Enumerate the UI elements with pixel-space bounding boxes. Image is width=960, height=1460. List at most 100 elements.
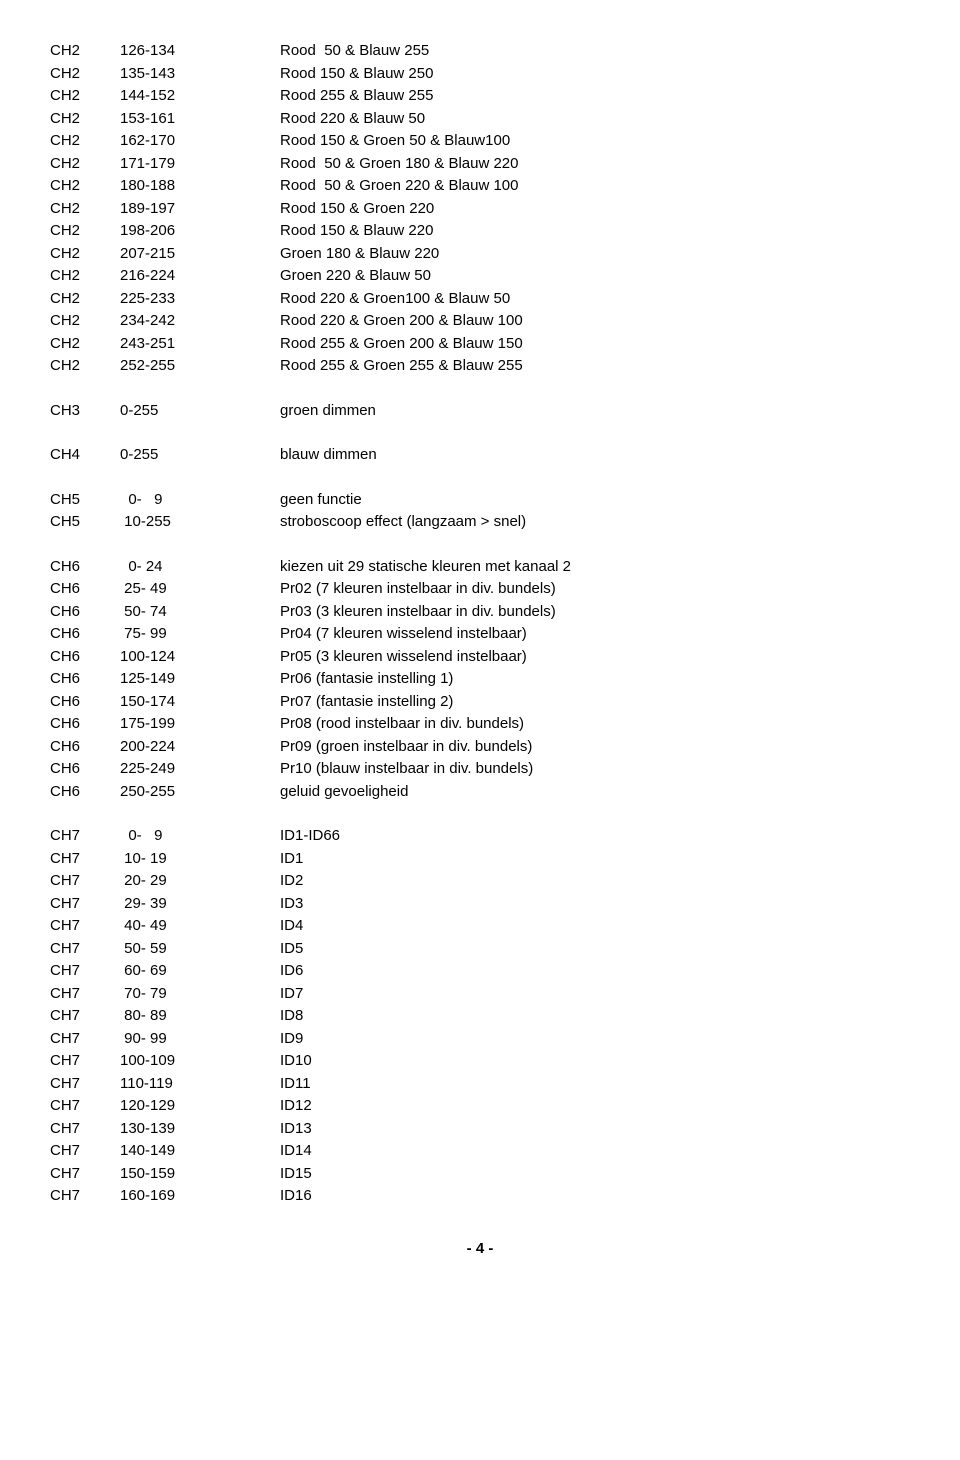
table-row: CH7 50- 59ID5 <box>50 938 910 961</box>
table-row: CH2243-251Rood 255 & Groen 200 & Blauw 1… <box>50 333 910 356</box>
range-cell: 40- 49 <box>120 915 280 938</box>
description-cell: Pr03 (3 kleuren instelbaar in div. bunde… <box>280 601 910 624</box>
description-cell: stroboscoop effect (langzaam > snel) <box>280 511 910 534</box>
table-row: CH2234-242Rood 220 & Groen 200 & Blauw 1… <box>50 310 910 333</box>
table-row: CH6175-199Pr08 (rood instelbaar in div. … <box>50 713 910 736</box>
description-cell: geluid gevoeligheid <box>280 781 910 804</box>
channel-cell: CH2 <box>50 108 120 131</box>
range-cell: 130-139 <box>120 1118 280 1141</box>
channel-cell: CH7 <box>50 960 120 983</box>
range-cell: 140-149 <box>120 1140 280 1163</box>
table-row: CH6 50- 74Pr03 (3 kleuren instelbaar in … <box>50 601 910 624</box>
table-row: CH2216-224Groen 220 & Blauw 50 <box>50 265 910 288</box>
table-row: CH2153-161Rood 220 & Blauw 50 <box>50 108 910 131</box>
table-row: CH7 0- 9ID1-ID66 <box>50 825 910 848</box>
range-cell: 171-179 <box>120 153 280 176</box>
channel-cell: CH2 <box>50 310 120 333</box>
range-cell: 243-251 <box>120 333 280 356</box>
channel-table: CH2126-134Rood 50 & Blauw 255CH2135-143R… <box>50 40 910 1208</box>
channel-group: CH30-255groen dimmen <box>50 400 910 423</box>
description-cell: groen dimmen <box>280 400 910 423</box>
page-number: - 4 - <box>50 1238 910 1261</box>
description-cell: ID15 <box>280 1163 910 1186</box>
description-cell: ID9 <box>280 1028 910 1051</box>
table-row: CH6150-174Pr07 (fantasie instelling 2) <box>50 691 910 714</box>
channel-cell: CH7 <box>50 1073 120 1096</box>
table-row: CH7160-169ID16 <box>50 1185 910 1208</box>
range-cell: 252-255 <box>120 355 280 378</box>
range-cell: 250-255 <box>120 781 280 804</box>
range-cell: 50- 59 <box>120 938 280 961</box>
channel-cell: CH6 <box>50 736 120 759</box>
description-cell: Pr07 (fantasie instelling 2) <box>280 691 910 714</box>
table-row: CH2252-255Rood 255 & Groen 255 & Blauw 2… <box>50 355 910 378</box>
range-cell: 0- 24 <box>120 556 280 579</box>
channel-cell: CH7 <box>50 938 120 961</box>
description-cell: ID12 <box>280 1095 910 1118</box>
channel-cell: CH6 <box>50 646 120 669</box>
table-row: CH6 25- 49Pr02 (7 kleuren instelbaar in … <box>50 578 910 601</box>
channel-cell: CH2 <box>50 198 120 221</box>
channel-cell: CH2 <box>50 153 120 176</box>
channel-cell: CH4 <box>50 444 120 467</box>
range-cell: 153-161 <box>120 108 280 131</box>
table-row: CH2189-197Rood 150 & Groen 220 <box>50 198 910 221</box>
channel-cell: CH6 <box>50 623 120 646</box>
table-row: CH2135-143Rood 150 & Blauw 250 <box>50 63 910 86</box>
table-row: CH2207-215Groen 180 & Blauw 220 <box>50 243 910 266</box>
description-cell: Pr05 (3 kleuren wisselend instelbaar) <box>280 646 910 669</box>
channel-cell: CH2 <box>50 130 120 153</box>
description-cell: ID1 <box>280 848 910 871</box>
range-cell: 70- 79 <box>120 983 280 1006</box>
range-cell: 0- 9 <box>120 825 280 848</box>
range-cell: 0-255 <box>120 444 280 467</box>
channel-cell: CH7 <box>50 825 120 848</box>
channel-cell: CH5 <box>50 511 120 534</box>
table-row: CH2198-206Rood 150 & Blauw 220 <box>50 220 910 243</box>
channel-cell: CH6 <box>50 668 120 691</box>
channel-cell: CH7 <box>50 1050 120 1073</box>
table-row: CH7 29- 39ID3 <box>50 893 910 916</box>
channel-cell: CH2 <box>50 220 120 243</box>
description-cell: Pr10 (blauw instelbaar in div. bundels) <box>280 758 910 781</box>
range-cell: 50- 74 <box>120 601 280 624</box>
description-cell: ID10 <box>280 1050 910 1073</box>
range-cell: 135-143 <box>120 63 280 86</box>
channel-cell: CH7 <box>50 1118 120 1141</box>
table-row: CH7 20- 29ID2 <box>50 870 910 893</box>
channel-cell: CH2 <box>50 40 120 63</box>
table-row: CH6225-249Pr10 (blauw instelbaar in div.… <box>50 758 910 781</box>
table-row: CH2171-179Rood 50 & Groen 180 & Blauw 22… <box>50 153 910 176</box>
description-cell: Pr04 (7 kleuren wisselend instelbaar) <box>280 623 910 646</box>
table-row: CH7110-119ID11 <box>50 1073 910 1096</box>
range-cell: 180-188 <box>120 175 280 198</box>
description-cell: ID7 <box>280 983 910 1006</box>
channel-cell: CH2 <box>50 355 120 378</box>
channel-cell: CH6 <box>50 758 120 781</box>
range-cell: 234-242 <box>120 310 280 333</box>
description-cell: blauw dimmen <box>280 444 910 467</box>
description-cell: ID4 <box>280 915 910 938</box>
table-row: CH6100-124Pr05 (3 kleuren wisselend inst… <box>50 646 910 669</box>
channel-cell: CH6 <box>50 578 120 601</box>
channel-group: CH7 0- 9ID1-ID66CH7 10- 19ID1CH7 20- 29I… <box>50 825 910 1208</box>
description-cell: Pr08 (rood instelbaar in div. bundels) <box>280 713 910 736</box>
channel-group: CH5 0- 9geen functieCH5 10-255stroboscoo… <box>50 489 910 534</box>
channel-cell: CH7 <box>50 1005 120 1028</box>
range-cell: 10- 19 <box>120 848 280 871</box>
channel-cell: CH6 <box>50 601 120 624</box>
channel-cell: CH6 <box>50 691 120 714</box>
range-cell: 144-152 <box>120 85 280 108</box>
range-cell: 175-199 <box>120 713 280 736</box>
range-cell: 150-174 <box>120 691 280 714</box>
description-cell: kiezen uit 29 statische kleuren met kana… <box>280 556 910 579</box>
description-cell: ID8 <box>280 1005 910 1028</box>
description-cell: Rood 220 & Groen100 & Blauw 50 <box>280 288 910 311</box>
channel-cell: CH7 <box>50 1163 120 1186</box>
table-row: CH6125-149Pr06 (fantasie instelling 1) <box>50 668 910 691</box>
table-row: CH7 10- 19ID1 <box>50 848 910 871</box>
table-row: CH7 70- 79ID7 <box>50 983 910 1006</box>
range-cell: 225-233 <box>120 288 280 311</box>
range-cell: 126-134 <box>120 40 280 63</box>
table-row: CH6 75- 99Pr04 (7 kleuren wisselend inst… <box>50 623 910 646</box>
